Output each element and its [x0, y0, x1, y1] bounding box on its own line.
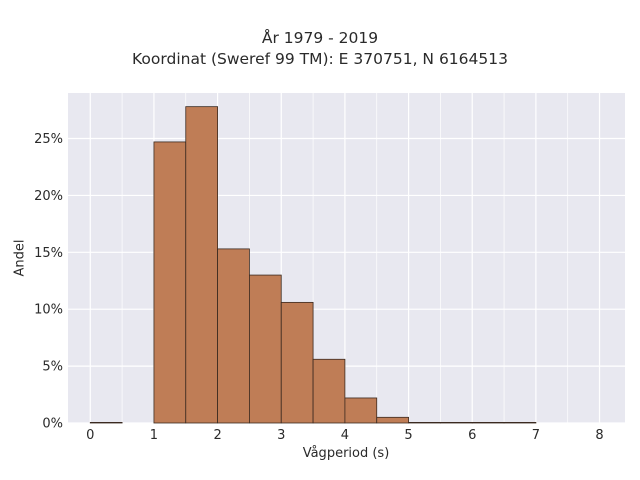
x-tick-label: 8: [595, 428, 603, 443]
histogram-bar-0: [89, 421, 123, 424]
y-tick-label: 25%: [34, 132, 63, 147]
x-axis-label: Vågperiod (s): [302, 446, 390, 461]
x-axis-ticks: 0 1 2 3 4 5 6 7 8: [86, 428, 604, 443]
histogram-bar-8: [344, 397, 378, 424]
histogram-bar-9: [376, 416, 409, 424]
chart-subtitle: Koordinat (Sweref 99 TM): E 370751, N 61…: [132, 50, 508, 68]
y-axis-label: Andel: [12, 239, 28, 277]
x-tick-label: 1: [150, 428, 158, 443]
x-tick-label: 0: [86, 428, 94, 443]
y-tick-label: 20%: [34, 189, 63, 204]
histogram-bar-11: [439, 421, 473, 424]
y-tick-label: 0%: [42, 417, 63, 432]
histogram-bar-5: [249, 274, 282, 424]
histogram-bar-6: [280, 301, 314, 424]
x-tick-label: 2: [213, 428, 221, 443]
y-tick-label: 10%: [34, 303, 63, 318]
histogram-bar-7: [312, 358, 346, 424]
y-tick-label: 5%: [42, 360, 63, 375]
histogram-bars: [89, 106, 537, 424]
histogram-bar-13: [503, 421, 537, 424]
histogram-bar-3: [185, 106, 218, 424]
x-tick-label: 5: [404, 428, 412, 443]
x-tick-label: 7: [532, 428, 540, 443]
plot-background: [68, 93, 625, 423]
x-tick-label: 4: [341, 428, 349, 443]
y-tick-label: 15%: [34, 246, 63, 261]
histogram-bar-12: [471, 421, 505, 424]
histogram-bar-4: [217, 248, 250, 424]
chart-title: År 1979 - 2019: [261, 29, 379, 47]
histogram-bar-2: [153, 141, 187, 424]
x-tick-label: 3: [277, 428, 285, 443]
y-axis-ticks: 0% 5% 10% 15% 20% 25%: [34, 132, 63, 431]
histogram-bar-10: [408, 421, 441, 424]
x-tick-label: 6: [468, 428, 476, 443]
